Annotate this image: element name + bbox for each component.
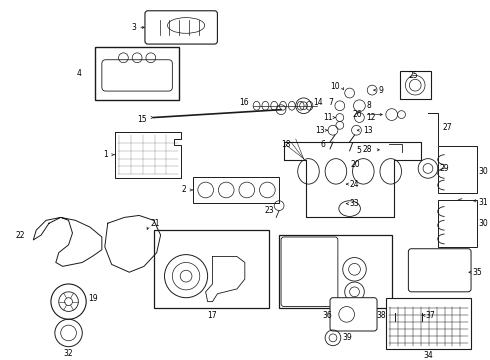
Ellipse shape (289, 102, 295, 110)
Text: 36: 36 (322, 311, 332, 320)
Text: 11: 11 (323, 113, 333, 122)
Polygon shape (206, 257, 245, 302)
Text: 12: 12 (366, 113, 376, 122)
Ellipse shape (339, 201, 360, 216)
Bar (438, 146, 477, 193)
Text: 19: 19 (88, 294, 98, 303)
Text: 25: 25 (409, 71, 418, 80)
Ellipse shape (298, 159, 319, 184)
Bar (399, 72, 431, 99)
Text: 3: 3 (131, 23, 136, 32)
FancyBboxPatch shape (145, 11, 218, 44)
Text: 37: 37 (425, 311, 435, 320)
Bar (438, 200, 477, 247)
Text: 35: 35 (472, 268, 482, 277)
Text: 17: 17 (207, 311, 217, 320)
Text: 2: 2 (181, 185, 186, 194)
Text: 23: 23 (265, 206, 274, 215)
Text: 38: 38 (376, 311, 386, 320)
Text: 18: 18 (281, 140, 291, 149)
FancyBboxPatch shape (281, 237, 338, 306)
Polygon shape (284, 142, 421, 217)
Text: 24: 24 (349, 180, 359, 189)
Text: 22: 22 (16, 230, 25, 239)
Ellipse shape (280, 102, 287, 110)
Text: 30: 30 (479, 219, 489, 228)
Ellipse shape (262, 102, 269, 110)
Text: 32: 32 (64, 348, 74, 357)
Polygon shape (115, 132, 181, 178)
Text: 21: 21 (151, 219, 160, 228)
FancyBboxPatch shape (330, 298, 377, 331)
Text: 20: 20 (350, 160, 360, 169)
Text: 34: 34 (423, 351, 433, 360)
Ellipse shape (253, 102, 260, 110)
Ellipse shape (306, 102, 313, 110)
FancyBboxPatch shape (102, 60, 172, 91)
Bar (96, 46, 179, 100)
Bar (279, 235, 392, 309)
Text: 16: 16 (239, 98, 249, 107)
Bar (154, 230, 270, 309)
Ellipse shape (352, 159, 374, 184)
FancyBboxPatch shape (386, 298, 471, 348)
Ellipse shape (271, 102, 278, 110)
Text: 7: 7 (328, 98, 333, 107)
Text: 27: 27 (442, 123, 452, 132)
Text: 5: 5 (356, 146, 361, 155)
Text: 15: 15 (137, 115, 147, 124)
Ellipse shape (297, 102, 304, 110)
Text: 6: 6 (320, 140, 325, 149)
Text: 10: 10 (330, 82, 340, 91)
Text: 13: 13 (316, 126, 325, 135)
Text: 29: 29 (440, 164, 449, 173)
Bar (193, 177, 279, 203)
Circle shape (65, 298, 73, 306)
Text: 30: 30 (479, 167, 489, 176)
Text: 39: 39 (343, 333, 352, 342)
Text: 8: 8 (366, 101, 371, 110)
Text: 9: 9 (379, 86, 384, 95)
FancyBboxPatch shape (408, 249, 471, 292)
Text: 13: 13 (363, 126, 373, 135)
Text: 4: 4 (77, 69, 82, 78)
Text: 14: 14 (314, 98, 323, 107)
Text: 28: 28 (363, 145, 372, 154)
Text: 1: 1 (103, 150, 108, 159)
Text: 31: 31 (479, 198, 489, 207)
Ellipse shape (325, 159, 347, 184)
Text: 33: 33 (349, 199, 359, 208)
Ellipse shape (380, 159, 401, 184)
Text: 26: 26 (353, 110, 362, 119)
